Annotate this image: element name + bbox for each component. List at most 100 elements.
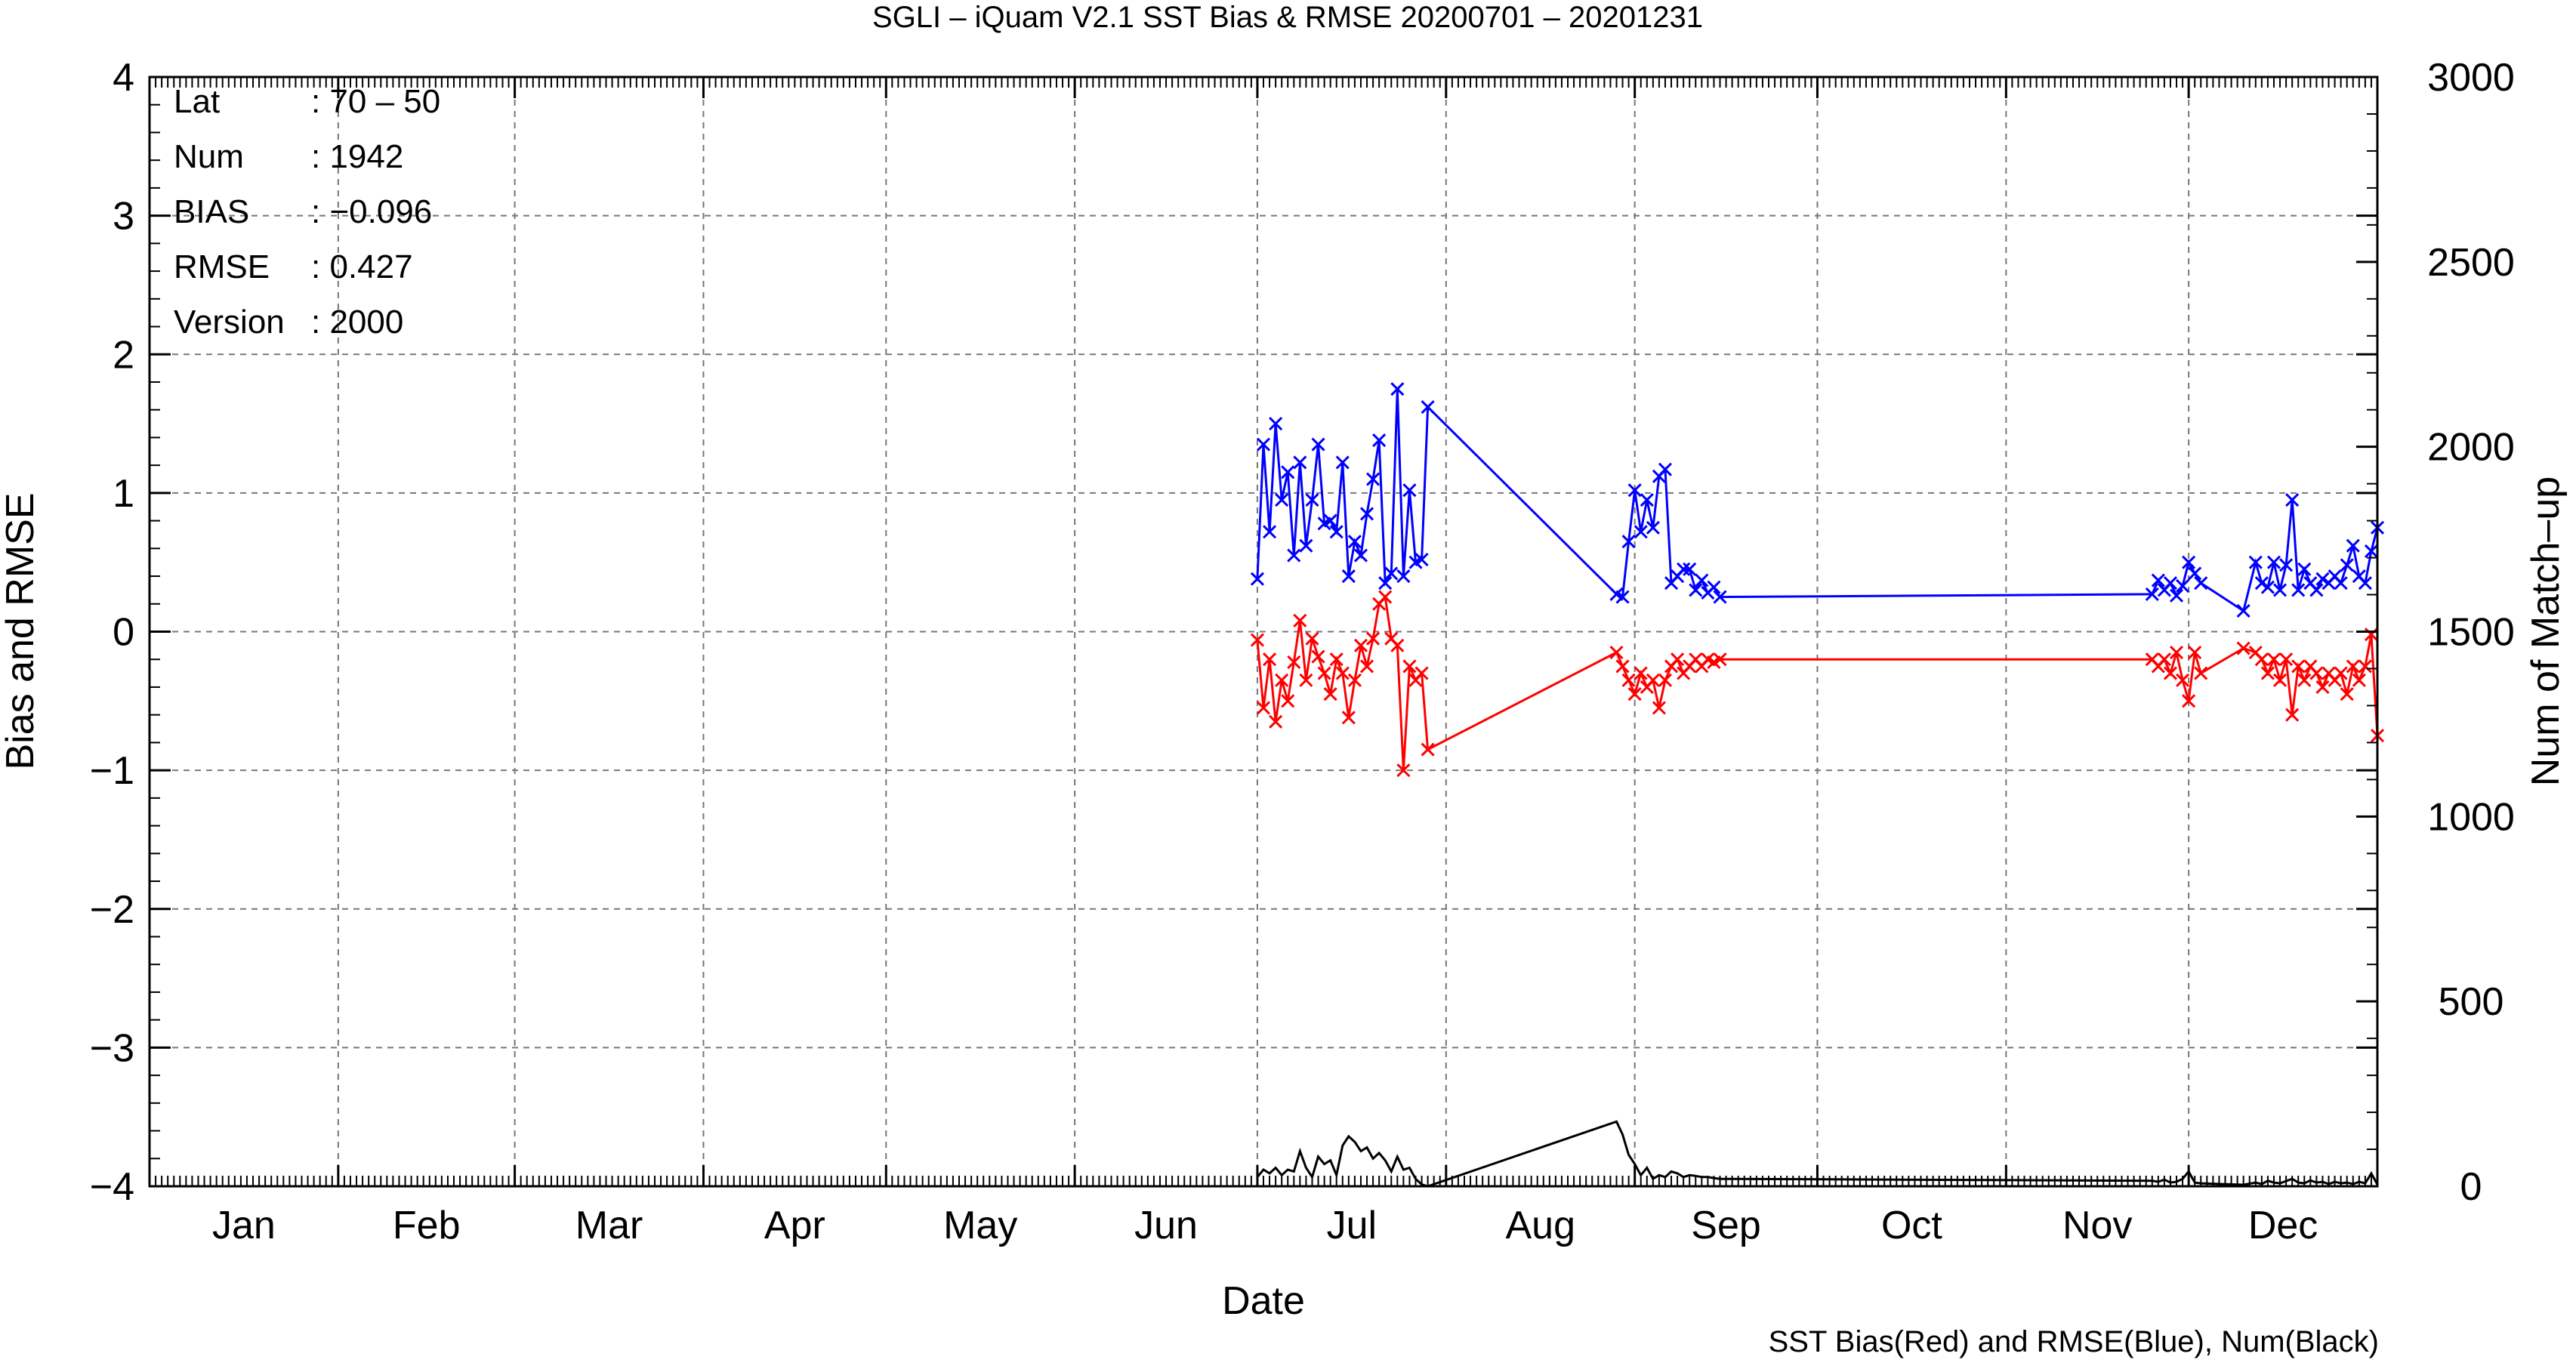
data-point-bias <box>2194 666 2208 680</box>
data-point-bias <box>1262 652 1277 667</box>
data-point-bias <box>1293 613 1307 627</box>
x-tick-label: Nov <box>2062 1204 2132 1247</box>
data-point-rmse <box>2169 588 2184 603</box>
data-point-bias <box>1323 687 1337 701</box>
data-point-rmse <box>1366 472 1381 486</box>
data-point-bias <box>1658 673 1673 687</box>
data-point-bias <box>2169 645 2184 660</box>
x-tick-label: Jul <box>1327 1204 1377 1247</box>
data-point-rmse <box>2254 576 2269 590</box>
data-point-bias <box>2176 673 2190 687</box>
data-point-rmse <box>1677 562 1691 576</box>
data-point-bias <box>1317 666 1331 680</box>
data-point-rmse <box>1683 562 1697 576</box>
data-point-rmse <box>1281 465 1295 479</box>
x-tick-label: Mar <box>575 1204 643 1247</box>
x-tick-label: Oct <box>1881 1204 1942 1247</box>
data-point-rmse <box>1347 535 1362 549</box>
data-point-bias <box>2254 652 2269 667</box>
data-point-rmse <box>1287 548 1301 563</box>
footnote: SST Bias(Red) and RMSE(Blue), Num(Black) <box>1769 1325 2379 1358</box>
y2-axis-title: Num of Match–up <box>2524 476 2568 786</box>
series-layer <box>1250 382 2385 1188</box>
y-tick-label: 3 <box>113 195 134 239</box>
data-point-bias <box>2163 666 2178 680</box>
x-tick-label: Dec <box>2248 1204 2318 1247</box>
data-point-rmse <box>1414 552 1429 567</box>
data-point-rmse <box>1634 525 1648 539</box>
data-point-bias <box>2285 708 2300 722</box>
data-point-bias <box>1421 742 1435 757</box>
x-tick-label: Aug <box>1505 1204 1575 1247</box>
data-point-bias <box>1671 652 1685 667</box>
data-point-bias <box>1287 655 1301 669</box>
data-point-rmse <box>2260 580 2275 594</box>
y2-tick-label: 0 <box>2460 1165 2482 1209</box>
data-point-rmse <box>1359 507 1374 521</box>
data-point-bias <box>1634 666 1648 680</box>
stat-value: : 70 – 50 <box>311 83 440 120</box>
data-point-rmse <box>2285 492 2300 507</box>
data-point-bias <box>1366 631 1381 646</box>
data-point-bias <box>2334 666 2348 680</box>
data-point-rmse <box>2272 583 2288 597</box>
y-tick-label: 4 <box>113 56 134 100</box>
data-point-bias <box>2260 666 2275 680</box>
data-point-bias <box>1269 714 1283 729</box>
y-axis-title: Bias and RMSE <box>0 492 42 769</box>
data-point-rmse <box>2182 555 2196 569</box>
x-tick-label: Sep <box>1691 1204 1761 1247</box>
data-point-bias <box>1615 659 1630 674</box>
data-point-bias <box>2236 641 2251 655</box>
axis-labels: −4 −3 −2 −1 0 1 2 3 4 0 500 1000 1500 2000 2500 3000 Jan… <box>90 56 2515 1247</box>
data-point-rmse <box>1646 520 1660 535</box>
x-tick-label: Apr <box>764 1204 825 1247</box>
data-point-rmse <box>2188 566 2202 581</box>
y-tick-label: −2 <box>90 888 134 932</box>
data-point-bias <box>1329 652 1344 667</box>
data-point-bias <box>1652 701 1666 715</box>
grid <box>150 77 2377 1186</box>
data-point-bias <box>2182 694 2196 708</box>
stat-label: Version <box>174 304 285 341</box>
data-point-bias <box>2352 673 2366 687</box>
data-point-bias <box>2272 673 2288 687</box>
data-point-rmse <box>1658 462 1673 476</box>
data-point-rmse <box>1713 590 1727 604</box>
data-point-bias <box>1627 687 1642 701</box>
stat-label: Num <box>174 138 244 175</box>
y2-tick-label: 2000 <box>2427 426 2515 470</box>
data-point-rmse <box>1402 483 1417 498</box>
data-point-rmse <box>2279 558 2294 572</box>
y-tick-label: 0 <box>113 611 134 655</box>
stat-value: : 1942 <box>311 138 403 175</box>
data-point-rmse <box>1695 573 1709 587</box>
data-point-bias <box>1299 673 1313 687</box>
data-point-rmse <box>1421 399 1435 415</box>
data-point-bias <box>1341 711 1356 725</box>
data-point-rmse <box>1305 492 1319 507</box>
y2-tick-label: 1000 <box>2427 795 2515 839</box>
data-point-rmse <box>1390 382 1405 396</box>
stat-label: Lat <box>174 83 220 120</box>
data-point-bias <box>2315 680 2330 695</box>
data-point-rmse <box>1341 569 1356 584</box>
data-point-rmse <box>2297 562 2312 576</box>
data-point-bias <box>1353 638 1368 652</box>
data-point-bias <box>2157 652 2171 667</box>
data-point-rmse <box>1627 483 1642 498</box>
y2-tick-label: 3000 <box>2427 56 2515 100</box>
data-point-bias <box>1347 673 1362 687</box>
data-point-bias <box>1378 590 1393 604</box>
data-point-bias <box>1256 701 1271 715</box>
data-point-rmse <box>1378 576 1393 590</box>
data-point-rmse <box>1299 538 1313 553</box>
data-point-rmse <box>1323 513 1337 528</box>
x-tick-label: Jun <box>1134 1204 1198 1247</box>
data-point-rmse <box>2194 576 2208 590</box>
stat-value: : 2000 <box>311 304 403 341</box>
x-tick-label: Jan <box>212 1204 276 1247</box>
data-point-bias <box>2291 659 2306 674</box>
data-point-bias <box>1335 666 1350 680</box>
